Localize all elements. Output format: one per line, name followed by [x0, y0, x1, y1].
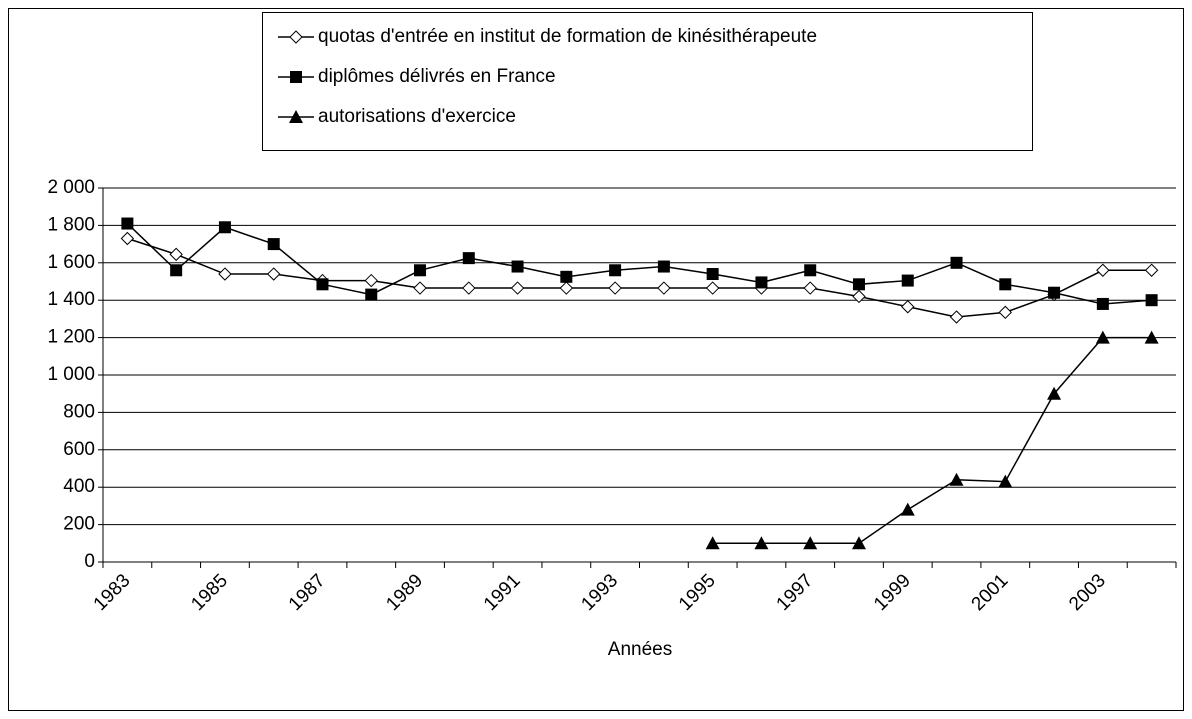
marker: [266, 267, 281, 281]
marker: [218, 267, 232, 281]
marker: [413, 281, 427, 295]
y-tick-label: 200: [63, 514, 95, 535]
y-tick-label: 1 600: [47, 252, 95, 273]
marker: [1145, 294, 1158, 307]
marker: [852, 289, 866, 304]
marker: [170, 264, 183, 277]
marker: [804, 264, 817, 277]
marker: [852, 278, 865, 291]
marker: [169, 247, 183, 262]
marker: [267, 238, 280, 251]
marker: [462, 252, 475, 265]
marker: [560, 270, 573, 283]
marker: [900, 502, 915, 516]
marker: [510, 281, 525, 295]
marker: [803, 536, 818, 550]
marker: [1048, 286, 1061, 299]
marker: [414, 264, 427, 277]
marker: [609, 264, 622, 277]
y-tick-label: 1 000: [47, 364, 95, 385]
marker: [316, 278, 329, 291]
marker: [706, 268, 719, 281]
y-tick-label: 2 000: [47, 177, 95, 198]
legend-label: diplômes délivrés en France: [318, 66, 556, 87]
legend-label: quotas d'entrée en institut de formation…: [318, 26, 817, 47]
y-tick-label: 0: [84, 551, 95, 572]
marker: [754, 536, 769, 550]
marker: [949, 472, 964, 486]
series-line: [127, 237, 1152, 318]
marker: [365, 288, 378, 301]
marker: [218, 221, 231, 234]
marker: [289, 30, 303, 44]
marker: [1144, 263, 1159, 277]
marker: [1047, 386, 1062, 400]
marker: [657, 281, 671, 295]
marker: [998, 474, 1013, 488]
y-tick-label: 800: [63, 401, 95, 422]
marker: [1096, 263, 1110, 277]
marker: [1144, 330, 1159, 344]
marker: [999, 278, 1012, 291]
marker: [1095, 330, 1110, 344]
y-tick-label: 600: [63, 439, 95, 460]
marker: [657, 260, 670, 273]
y-tick-label: 400: [63, 476, 95, 497]
y-tick-label: 1 400: [47, 289, 95, 310]
marker: [608, 281, 622, 295]
marker: [851, 536, 866, 550]
y-tick-label: 1 200: [47, 327, 95, 348]
marker: [462, 281, 476, 295]
marker: [121, 217, 134, 230]
marker: [1096, 297, 1109, 310]
marker: [949, 310, 964, 324]
marker: [559, 281, 574, 295]
marker: [364, 273, 378, 288]
marker: [901, 274, 914, 287]
y-tick-label: 1 800: [47, 214, 95, 235]
marker: [901, 300, 915, 314]
x-axis-label: Années: [608, 639, 672, 660]
series-line: [126, 222, 1152, 305]
marker: [755, 276, 768, 289]
legend-label: autorisations d'exercice: [318, 106, 516, 127]
marker: [950, 256, 963, 269]
marker: [705, 536, 720, 550]
marker: [290, 71, 302, 83]
marker: [289, 110, 303, 123]
marker: [511, 260, 524, 273]
legend-box: [262, 12, 1033, 151]
marker: [120, 231, 135, 246]
series-line: [712, 336, 1152, 545]
marker: [705, 281, 720, 295]
marker: [803, 281, 817, 295]
marker: [998, 305, 1013, 320]
